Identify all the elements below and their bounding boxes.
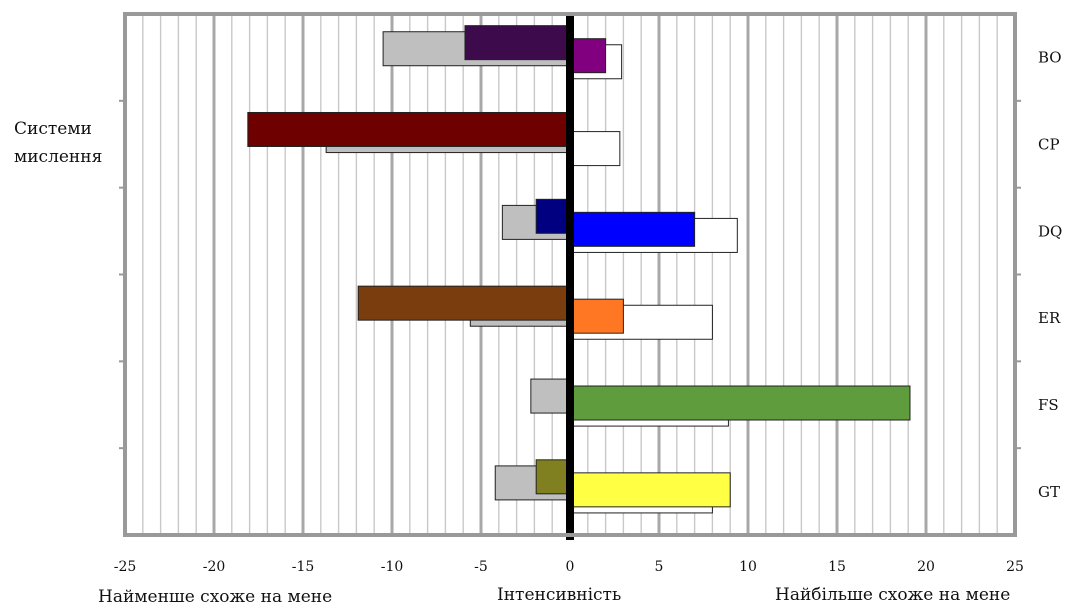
category-label: DQ (1038, 222, 1062, 240)
side-label-line-1: Системи (14, 119, 92, 139)
bar-negative-foreground (464, 25, 571, 61)
bar-positive-foreground (569, 211, 696, 247)
x-tick-label: -20 (203, 559, 226, 575)
x-tick-label: 25 (1006, 559, 1024, 575)
category-label: FS (1038, 396, 1059, 414)
x-tick-label: 20 (917, 559, 935, 575)
bar-negative-background (530, 378, 571, 414)
chart-grid (119, 14, 1021, 535)
x-tick-label: -10 (381, 559, 404, 575)
chart-category-labels: BO CP DQ ER FS GT (1038, 49, 1062, 501)
x-tick-label: 5 (655, 559, 664, 575)
chart-tick-labels: -25 -20 -15 -10 -5 0 5 10 15 20 25 (114, 559, 1024, 575)
x-tick-label: -5 (474, 559, 488, 575)
x-tick-label: 10 (739, 559, 757, 575)
category-label: ER (1038, 309, 1061, 327)
x-axis-label-left: Найменше схоже на мене (98, 587, 333, 607)
bar-positive-foreground (569, 38, 607, 74)
x-axis-label-center: Інтенсивність (497, 585, 622, 605)
x-tick-label: 0 (566, 559, 575, 575)
chart-bars (247, 25, 911, 514)
x-axis-label-right: Найбільше схоже на мене (775, 585, 1011, 605)
x-tick-label: 15 (828, 559, 846, 575)
category-label: CP (1038, 135, 1060, 153)
category-label: BO (1038, 49, 1062, 67)
bar-negative-foreground (535, 198, 571, 234)
plot-frame (123, 12, 1017, 537)
x-tick-label: -25 (114, 559, 137, 575)
bar-negative-foreground (535, 459, 571, 495)
bar-positive-foreground (569, 385, 911, 421)
bar-negative-foreground (247, 111, 571, 147)
category-label: GT (1038, 483, 1060, 501)
bar-positive-foreground (569, 298, 624, 334)
bar-negative-foreground (357, 285, 571, 321)
chart-frame (123, 12, 1017, 540)
side-label-line-2: мислення (14, 147, 103, 167)
x-tick-label: -15 (292, 559, 315, 575)
bar-positive-foreground (569, 472, 731, 508)
bar-positive-background (569, 131, 621, 167)
